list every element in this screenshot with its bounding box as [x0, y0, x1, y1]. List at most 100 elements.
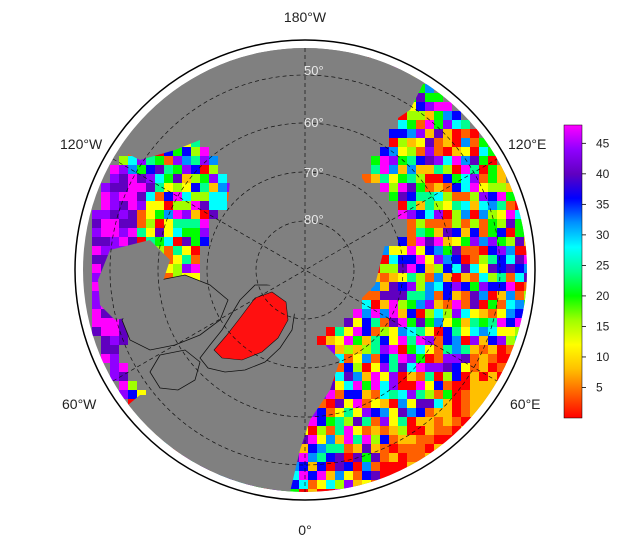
data-cell [398, 381, 407, 390]
data-cell [479, 165, 488, 174]
data-cell [425, 363, 434, 372]
data-cell [470, 156, 479, 165]
data-cell [407, 363, 416, 372]
data-cell [470, 381, 479, 390]
data-cell [110, 183, 119, 192]
data-cell [497, 255, 506, 264]
data-cell [380, 426, 389, 435]
data-cell [479, 210, 488, 219]
data-cell [425, 309, 434, 318]
data-cell [434, 192, 443, 201]
data-cell [488, 354, 497, 363]
data-cell [155, 174, 164, 183]
data-cell [488, 327, 497, 336]
data-cell [434, 210, 443, 219]
data-cell [362, 354, 371, 363]
data-cell [380, 255, 389, 264]
data-cell [389, 462, 398, 471]
data-cell [461, 336, 470, 345]
data-cell [389, 264, 398, 273]
data-cell [452, 300, 461, 309]
data-cell [488, 309, 497, 318]
data-cell [389, 408, 398, 417]
data-cell [452, 273, 461, 282]
data-cell [101, 354, 110, 363]
data-cell [101, 192, 110, 201]
data-cell [470, 336, 479, 345]
data-cell [425, 183, 434, 192]
data-cell [173, 210, 182, 219]
data-cell [461, 327, 470, 336]
data-cell [308, 462, 317, 471]
lat-circle-80 [255, 220, 355, 320]
data-cell [452, 147, 461, 156]
data-cell [470, 192, 479, 201]
data-cell [317, 462, 326, 471]
data-cell [173, 183, 182, 192]
data-cell [92, 219, 101, 228]
data-cell [461, 372, 470, 381]
data-cell [479, 201, 488, 210]
data-cell [173, 255, 182, 264]
data-cell [443, 174, 452, 183]
data-cell [443, 363, 452, 372]
data-cell [353, 309, 362, 318]
data-cell [497, 336, 506, 345]
data-cell [398, 192, 407, 201]
data-cell [425, 165, 434, 174]
data-cell [209, 183, 218, 192]
data-cell [398, 363, 407, 372]
data-cell [461, 246, 470, 255]
data-cell [488, 264, 497, 273]
data-cell [299, 453, 308, 462]
data-cell [416, 372, 425, 381]
data-cell [461, 345, 470, 354]
data-cell [497, 264, 506, 273]
data-cell [155, 183, 164, 192]
data-cell [425, 237, 434, 246]
data-cell [353, 372, 362, 381]
data-cell [425, 282, 434, 291]
colorbar-tick-label: 30 [596, 228, 610, 242]
data-cell [479, 156, 488, 165]
data-cell [146, 183, 155, 192]
data-cell [506, 282, 515, 291]
data-cell [479, 273, 488, 282]
data-cell [524, 264, 527, 273]
data-cell [362, 345, 371, 354]
data-cell [344, 435, 353, 444]
data-cell [479, 183, 488, 192]
data-cell [425, 345, 434, 354]
data-cell [470, 219, 479, 228]
data-cell [425, 138, 434, 147]
meridian-120 [112, 158, 498, 382]
data-cell [434, 183, 443, 192]
data-cell [434, 219, 443, 228]
data-cell [92, 309, 101, 318]
data-cell [488, 165, 497, 174]
data-cell [434, 102, 443, 111]
data-cell [407, 273, 416, 282]
data-cell [344, 327, 353, 336]
data-cell [389, 273, 398, 282]
data-cell [452, 228, 461, 237]
data-cell [452, 399, 461, 408]
data-cell [497, 174, 506, 183]
data-cell [299, 471, 308, 480]
data-cell [380, 273, 389, 282]
data-cell [443, 264, 452, 273]
data-cell [191, 147, 200, 156]
data-cell [443, 318, 452, 327]
data-cell [362, 390, 371, 399]
data-cell [425, 399, 434, 408]
data-cell [380, 363, 389, 372]
data-cell [434, 354, 443, 363]
data-cell [317, 471, 326, 480]
data-cell [110, 219, 119, 228]
data-cell [470, 201, 479, 210]
data-cell [128, 228, 137, 237]
data-cell [362, 453, 371, 462]
data-cell [110, 201, 119, 210]
data-cell [479, 219, 488, 228]
data-cell [425, 129, 434, 138]
